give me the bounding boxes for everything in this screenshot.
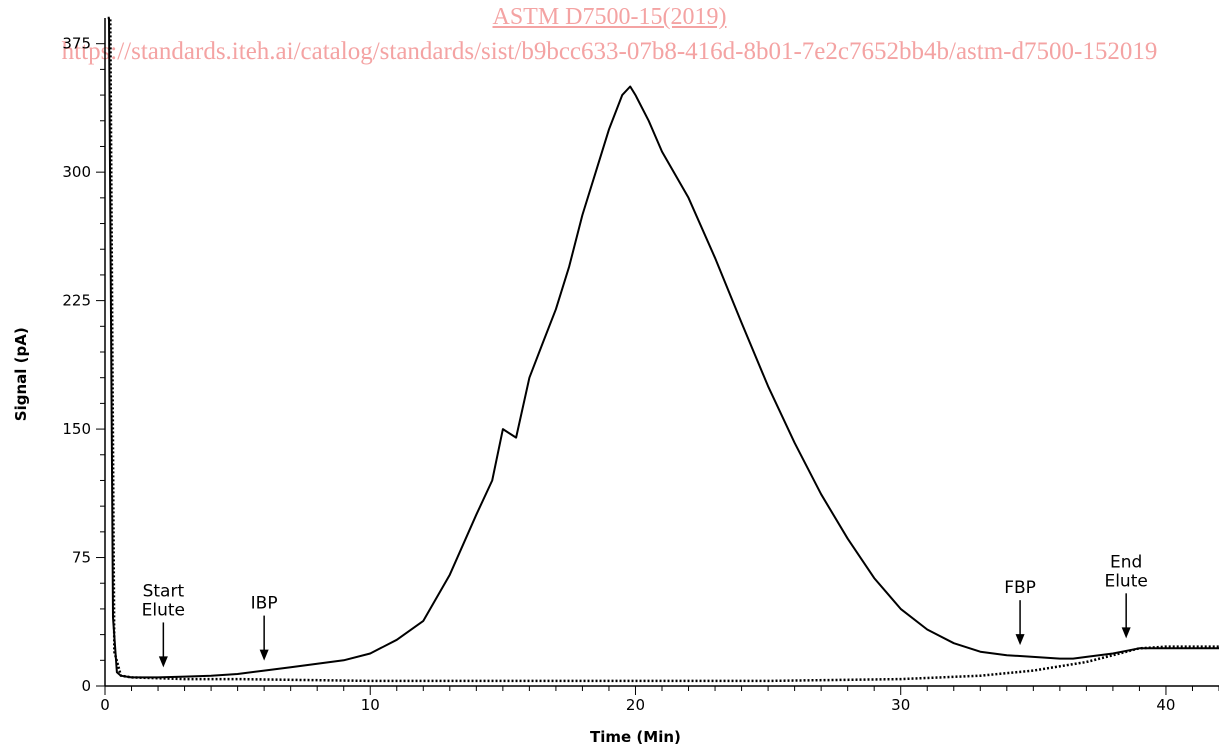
y-axis-title: Signal (pA) bbox=[12, 327, 30, 421]
baseline-dotted-trace bbox=[107, 16, 1219, 683]
document-title-watermark[interactable]: ASTM D7500-15(2019) bbox=[492, 4, 727, 30]
series-layer bbox=[107, 16, 1219, 683]
x-tick-label: 30 bbox=[891, 696, 910, 714]
annotation-label: Elute bbox=[1104, 571, 1147, 591]
annotation-arrow-head bbox=[1015, 634, 1025, 646]
y-tick-label: 300 bbox=[62, 163, 91, 181]
sample-signal-trace bbox=[108, 17, 1219, 679]
annotation-label: Elute bbox=[142, 600, 185, 620]
y-tick-label: 375 bbox=[62, 35, 91, 53]
x-tick-label: 40 bbox=[1156, 696, 1175, 714]
x-tick-label: 20 bbox=[626, 696, 645, 714]
y-tick-label: 75 bbox=[72, 549, 91, 567]
annotation-label: FBP bbox=[1004, 578, 1036, 598]
y-tick-label: 225 bbox=[62, 292, 91, 310]
annotation-label: Start bbox=[143, 581, 185, 601]
y-tick-label: 0 bbox=[81, 677, 91, 695]
x-tick-label: 10 bbox=[361, 696, 380, 714]
catalog-url-watermark[interactable]: https://standards.iteh.ai/catalog/standa… bbox=[61, 38, 1158, 65]
x-tick-label: 0 bbox=[100, 696, 110, 714]
annotation-arrow-head bbox=[259, 649, 269, 661]
x-axis-title: Time (Min) bbox=[590, 728, 681, 746]
y-tick-label: 150 bbox=[62, 420, 91, 438]
annotation-label: End bbox=[1110, 552, 1142, 572]
annotation-arrow-head bbox=[1121, 627, 1131, 639]
annotation-label: IBP bbox=[251, 594, 278, 614]
axes: 0 10 20 30 40 0 75 150 225 300 375 bbox=[62, 18, 1219, 714]
annotation-arrow-head bbox=[158, 656, 168, 668]
